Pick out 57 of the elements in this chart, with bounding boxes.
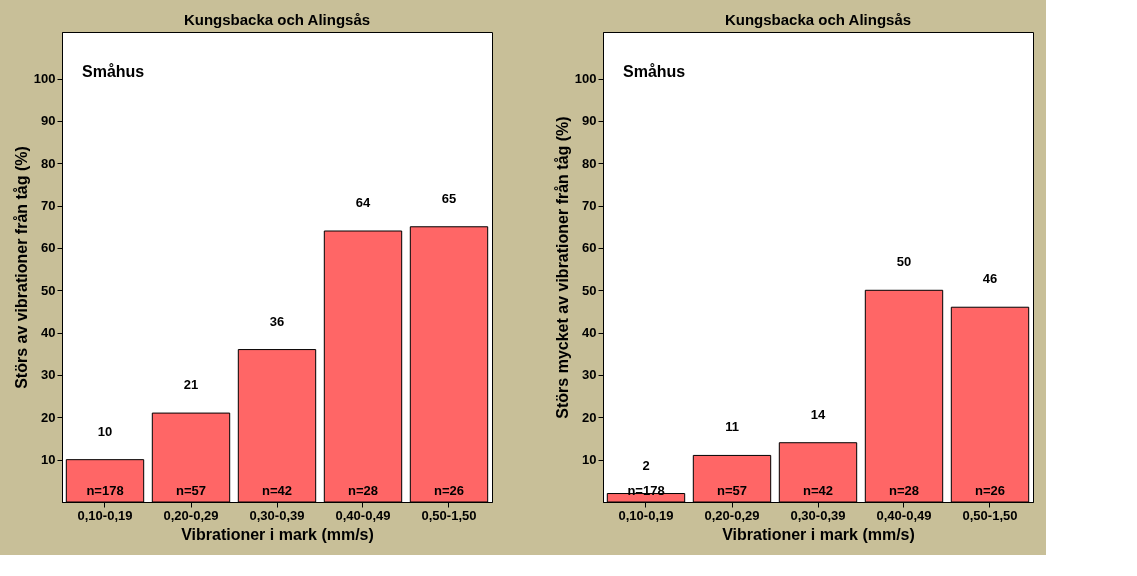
y-tick-label: 40: [41, 325, 56, 341]
y-tick-label: 50: [582, 282, 597, 298]
annotation: n=28: [348, 483, 378, 498]
annotation: n=26: [975, 483, 1005, 498]
y-tick-label: 10: [582, 452, 597, 468]
data-label: 10: [97, 423, 113, 439]
y-axis-title: Störs mycket av vibrationer från tåg (%): [553, 116, 571, 419]
data-label: 36: [269, 313, 285, 329]
y-axis-title: Störs av vibrationer från tåg (%): [12, 146, 30, 389]
x-tick-label: 0,40-0,49: [876, 507, 932, 523]
y-tick-label: 80: [41, 155, 56, 171]
data-label: 11: [725, 419, 739, 435]
annotation: n=26: [434, 483, 464, 498]
y-tick-label: 50: [41, 282, 56, 298]
x-tick-label: 0,10-0,19: [77, 507, 133, 523]
x-tick-label: 0,50-1,50: [421, 507, 477, 523]
y-tick-label: 40: [582, 325, 597, 341]
x-axis-title: Vibrationer i mark (mm/s): [181, 525, 374, 543]
x-tick-label: 0,30-0,39: [790, 507, 846, 523]
y-tick-label: 60: [582, 240, 597, 256]
annotation: Småhus: [623, 63, 686, 80]
annotation: n=28: [889, 483, 919, 498]
data-label: 14: [810, 406, 826, 422]
y-tick-label: 70: [582, 198, 597, 214]
x-tick-label: 0,50-1,50: [962, 507, 1018, 523]
chart-title: Kungsbacka och Alingsås: [183, 11, 371, 28]
y-tick-label: 60: [41, 240, 56, 256]
y-tick-label: 30: [582, 367, 597, 383]
data-label: 46: [982, 271, 998, 287]
annotation: n=178: [86, 483, 124, 498]
x-tick-label: 0,30-0,39: [249, 507, 305, 523]
x-tick-label: 0,20-0,29: [163, 507, 219, 523]
chart-title: Kungsbacka och Alingsås: [724, 11, 912, 28]
data-label: 21: [183, 377, 199, 393]
data-label: 64: [355, 195, 371, 211]
data-label: 2: [642, 457, 650, 473]
x-tick-label: 0,40-0,49: [335, 507, 391, 523]
annotation: n=57: [176, 483, 206, 498]
y-tick-label: 20: [582, 409, 597, 425]
annotation: n=57: [717, 483, 747, 498]
y-tick-label: 10: [41, 452, 56, 468]
data-label: 50: [896, 254, 912, 270]
y-tick-label: 90: [41, 113, 56, 129]
x-tick-label: 0,10-0,19: [618, 507, 674, 523]
y-tick-label: 30: [41, 367, 56, 383]
x-tick-label: 0,20-0,29: [704, 507, 760, 523]
y-tick-label: 80: [582, 155, 597, 171]
y-tick-label: 100: [33, 71, 56, 87]
data-label: 65: [441, 190, 457, 206]
y-tick-label: 70: [41, 198, 56, 214]
annotation: Småhus: [82, 63, 145, 80]
x-axis-title: Vibrationer i mark (mm/s): [722, 525, 915, 543]
y-tick-label: 20: [41, 409, 56, 425]
y-tick-label: 100: [574, 71, 597, 87]
annotation: n=42: [803, 483, 833, 498]
annotation: n=42: [262, 483, 292, 498]
y-tick-label: 90: [582, 113, 597, 129]
